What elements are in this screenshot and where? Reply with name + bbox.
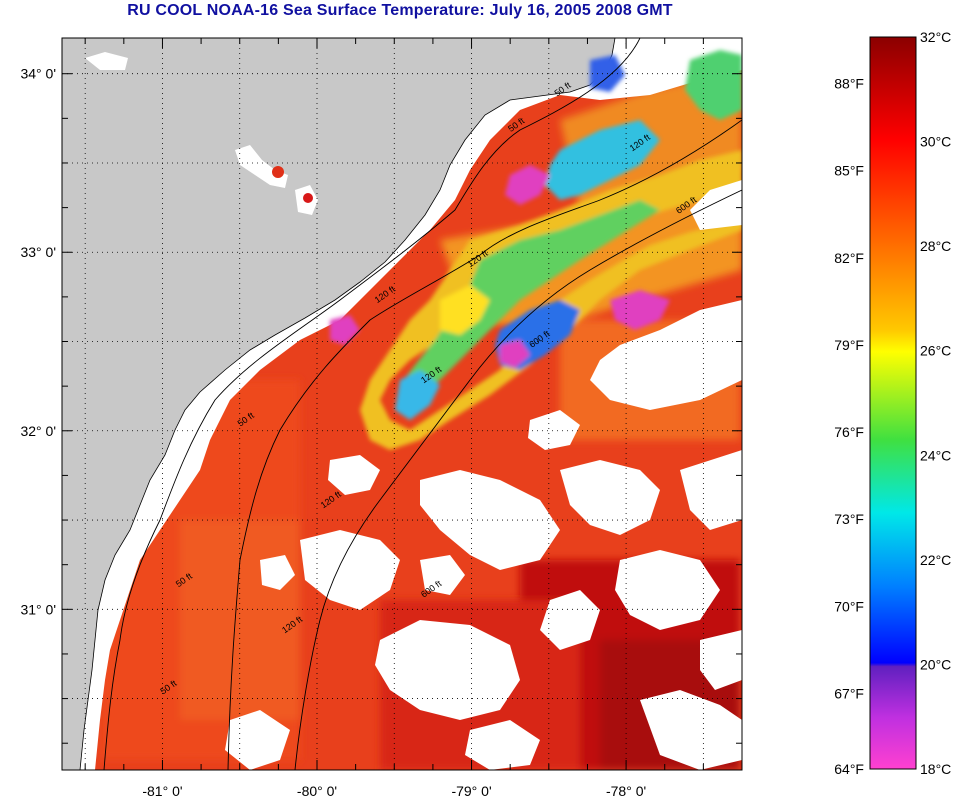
colorbar-fahrenheit-label: 88°F [834,75,864,91]
lon-tick-label: -78° 0' [606,783,646,799]
colorbar-celsius-label: 20°C [920,656,951,672]
cloud-patches [225,180,742,770]
colorbar-celsius-label: 26°C [920,343,951,359]
lat-tick-label: 34° 0' [20,66,56,82]
lat-tick-label: 33° 0' [20,244,56,260]
colorbar-celsius-label: 18°C [920,761,951,777]
colorbar-celsius-label: 28°C [920,238,951,254]
colorbar-fahrenheit-label: 64°F [834,761,864,777]
colorbar-fahrenheit-label: 67°F [834,685,864,701]
axis-ticks [62,38,743,770]
map-frame [61,37,743,771]
bathymetry-contours [103,38,742,770]
lat-tick-label: 32° 0' [20,423,56,439]
lon-tick-label: -81° 0' [142,783,182,799]
colorbar-celsius-label: 32°C [920,29,951,45]
colorbar-fahrenheit-label: 82°F [834,250,864,266]
axis-labels: -81° 0' -80° 0' -79° 0' -78° 0' 34° 0' 33° 0'… [20,66,646,799]
colorbar-celsius-label: 24°C [920,447,951,463]
colorbar-celsius-label: 22°C [920,552,951,568]
inland-lakes [85,52,318,215]
cool-water-plume [330,50,742,450]
colorbar-fahrenheit-label: 79°F [834,337,864,353]
colorbar-celsius-label: 30°C [920,134,951,150]
lon-tick-label: -79° 0' [451,783,491,799]
graticule [62,38,742,770]
colorbar-fahrenheit-label: 76°F [834,424,864,440]
lon-tick-label: -80° 0' [297,783,337,799]
lat-tick-label: 31° 0' [20,601,56,617]
map-title: RU COOL NOAA-16 Sea Surface Temperature:… [127,2,673,19]
colorbar-fahrenheit-label: 73°F [834,511,864,527]
land-mass [62,38,616,770]
colorbar-fahrenheit-labels: 88°F 85°F 82°F 79°F 76°F 73°F 70°F 67°F 64°F [834,75,864,777]
colorbar-fahrenheit-label: 70°F [834,598,864,614]
colorbar-celsius-labels: 32°C 30°C 28°C 26°C 24°C 22°C 20°C 18°C [920,29,951,777]
colorbar-gradient [869,36,917,770]
colorbar-fahrenheit-label: 85°F [834,163,864,179]
